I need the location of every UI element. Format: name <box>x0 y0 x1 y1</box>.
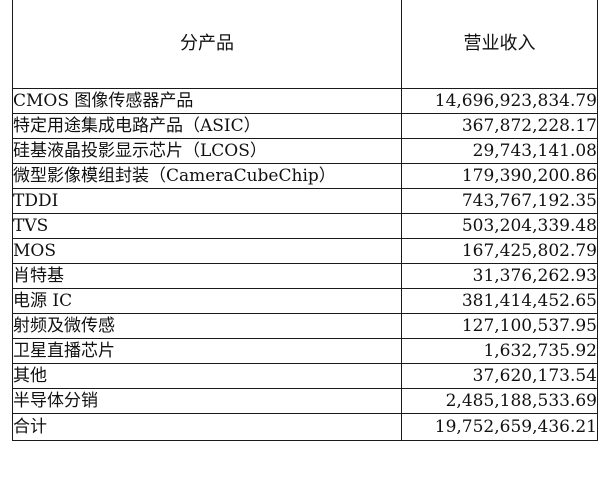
table-body: CMOS 图像传感器产品 14,696,923,834.79 特定用途集成电路产品（… <box>12 88 598 414</box>
table-row: 半导体分销 2,485,188,533.69 <box>12 388 598 414</box>
table-header: 分产品 营业收入 <box>12 0 598 89</box>
revenue-cell: 127,100,537.95 <box>401 313 598 339</box>
table-row: TDDI 743,767,192.35 <box>12 188 598 214</box>
header-row: 分产品 营业收入 <box>12 0 598 89</box>
revenue-cell: 743,767,192.35 <box>401 188 598 214</box>
product-name-cell: 射频及微传感 <box>12 313 402 339</box>
revenue-cell: 503,204,339.48 <box>401 213 598 239</box>
product-name-cell: MOS <box>12 238 402 264</box>
product-name-cell: 特定用途集成电路产品（ASIC） <box>12 113 402 139</box>
product-name-cell: 其他 <box>12 363 402 389</box>
revenue-cell: 179,390,200.86 <box>401 163 598 189</box>
table-row: 特定用途集成电路产品（ASIC） 367,872,228.17 <box>12 113 598 139</box>
table-row: MOS 167,425,802.79 <box>12 238 598 264</box>
revenue-cell: 37,620,173.54 <box>401 363 598 389</box>
revenue-by-product-table: 分产品 营业收入 CMOS 图像传感器产品 14,696,923,834.79 特定… <box>12 0 598 441</box>
revenue-cell: 29,743,141.08 <box>401 138 598 164</box>
table-row: 肖特基 31,376,262.93 <box>12 263 598 289</box>
table-row: 其他 37,620,173.54 <box>12 363 598 389</box>
product-name-cell: 电源 IC <box>12 288 402 314</box>
header-product: 分产品 <box>12 0 402 89</box>
table-row: 硅基液晶投影显示芯片（LCOS） 29,743,141.08 <box>12 138 598 164</box>
table-row: 射频及微传感 127,100,537.95 <box>12 313 598 339</box>
revenue-cell: 381,414,452.65 <box>401 288 598 314</box>
table-row: 微型影像模组封装（CameraCubeChip） 179,390,200.86 <box>12 163 598 189</box>
table-footer: 合计 19,752,659,436.21 <box>12 413 598 441</box>
total-label: 合计 <box>12 413 402 441</box>
product-name-cell: 半导体分销 <box>12 388 402 414</box>
table-row: CMOS 图像传感器产品 14,696,923,834.79 <box>12 88 598 114</box>
product-name-cell: 微型影像模组封装（CameraCubeChip） <box>12 163 402 189</box>
product-name-cell: TDDI <box>12 188 402 214</box>
total-revenue: 19,752,659,436.21 <box>401 413 598 441</box>
table-row: 电源 IC 381,414,452.65 <box>12 288 598 314</box>
revenue-cell: 2,485,188,533.69 <box>401 388 598 414</box>
total-row: 合计 19,752,659,436.21 <box>12 413 598 441</box>
revenue-cell: 1,632,735.92 <box>401 338 598 364</box>
table-row: 卫星直播芯片 1,632,735.92 <box>12 338 598 364</box>
product-name-cell: TVS <box>12 213 402 239</box>
revenue-cell: 14,696,923,834.79 <box>401 88 598 114</box>
product-name-cell: 硅基液晶投影显示芯片（LCOS） <box>12 138 402 164</box>
product-name-cell: 肖特基 <box>12 263 402 289</box>
header-revenue: 营业收入 <box>401 0 598 89</box>
product-name-cell: CMOS 图像传感器产品 <box>12 88 402 114</box>
revenue-cell: 31,376,262.93 <box>401 263 598 289</box>
product-name-cell: 卫星直播芯片 <box>12 338 402 364</box>
table-row: TVS 503,204,339.48 <box>12 213 598 239</box>
revenue-cell: 367,872,228.17 <box>401 113 598 139</box>
revenue-cell: 167,425,802.79 <box>401 238 598 264</box>
